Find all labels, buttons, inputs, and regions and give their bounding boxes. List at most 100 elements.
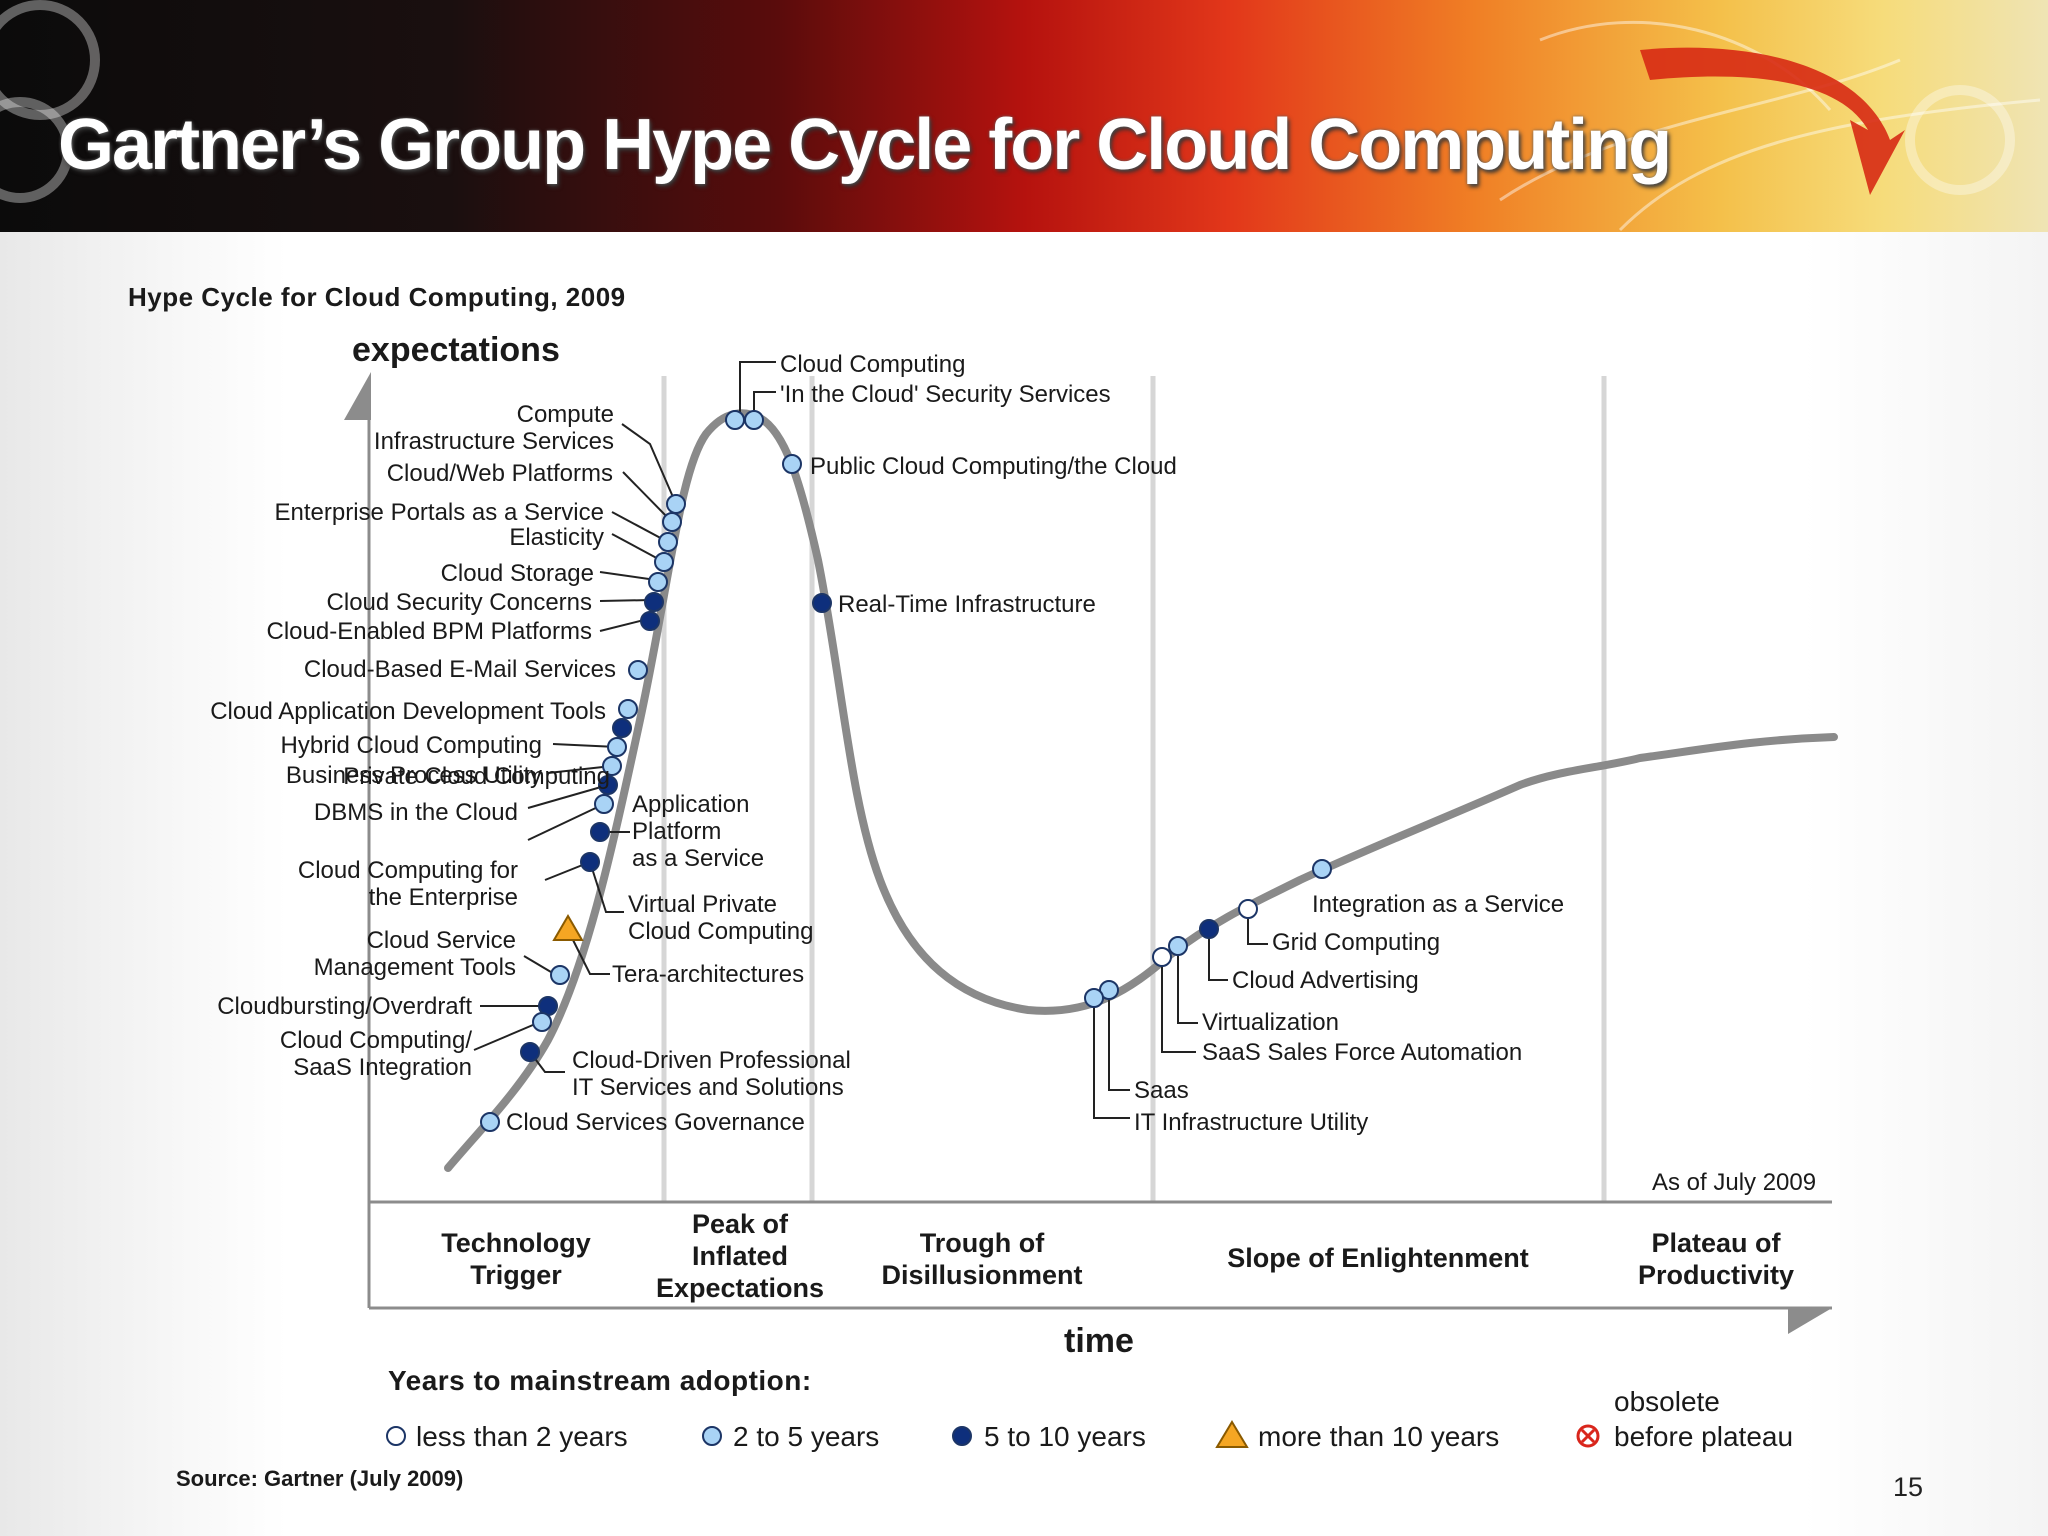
marker-grid-computing: [1238, 899, 1258, 919]
marker-cloud-computing-saas-integration: [532, 1012, 552, 1032]
phase-label-trough: Trough of Disillusionment: [881, 1228, 1082, 1290]
label-cloud-services-governance: Cloud Services Governance: [506, 1109, 805, 1136]
marker-cloud-web-platforms: [662, 512, 682, 532]
leader-saas-integration: [473, 1021, 541, 1051]
marker-virtualization: [1168, 936, 1188, 956]
marker-cloud-service-management-tools: [552, 914, 584, 941]
leader-saas: [1108, 990, 1130, 1091]
marker-cloud-driven-professional-it-services-and-solutions: [520, 1042, 540, 1062]
marker-cloud-advertising: [1199, 919, 1219, 939]
y-axis-label: expectations: [352, 331, 560, 369]
phase-label-slope: Slope of Enlightenment: [1227, 1243, 1529, 1273]
leader-enterprise-portals: [611, 511, 669, 543]
label-saas-sales-force-automation: SaaS Sales Force Automation: [1202, 1039, 1522, 1066]
marker-cloud-computing: [725, 410, 745, 430]
marker-dbms-in-the-cloud: [598, 775, 618, 795]
label-in-the-cloud-security-services: 'In the Cloud' Security Services: [780, 381, 1111, 408]
legend-more-than-10-years-label: more than 10 years: [1258, 1421, 1499, 1452]
legend: less than 2 years 2 to 5 years 5 to 10 yea…: [386, 1386, 1793, 1452]
marker-cloud-based-e-mail-services: [628, 660, 648, 680]
leader-cloud-security-concerns: [599, 599, 652, 602]
label-virtualization: Virtualization: [1202, 1009, 1339, 1036]
y-axis-arrow-icon: [344, 372, 371, 420]
label-cloud-computing-for-the-enterprise: Cloud Computing for the Enterprise: [298, 857, 518, 911]
label-cloud-based-e-mail-services: Cloud-Based E-Mail Services: [304, 656, 616, 683]
technology-labels: Cloud Computing 'In the Cloud' Security S…: [210, 351, 1564, 1136]
label-tera-architectures: Tera-architectures: [612, 961, 804, 988]
banner-decoration-icon: [0, 0, 2041, 232]
marker-virtual-private-cloud-computing: [590, 822, 610, 842]
slide-title: Gartner’s Group Hype Cycle for Cloud Com…: [58, 105, 1672, 185]
leader-cloud-computing: [739, 361, 776, 420]
label-private-cloud-computing: Private Cloud Computing: [343, 763, 610, 790]
legend-less-than-2-years-icon: [386, 1426, 406, 1446]
label-cloud-storage: Cloud Storage: [441, 560, 594, 587]
label-elasticity: Elasticity: [509, 524, 604, 551]
label-hybrid-cloud-computing: Hybrid Cloud Computing: [281, 732, 542, 759]
label-public-cloud-computing-the-cloud: Public Cloud Computing/the Cloud: [810, 453, 1177, 480]
phase-label-plateau: Plateau of Productivity: [1638, 1228, 1794, 1290]
marker-saas-sales-force-automation: [1152, 947, 1172, 967]
legend-5-to-10-years-icon: [952, 1426, 972, 1446]
marker-elasticity: [654, 552, 674, 572]
label-cloud-advertising: Cloud Advertising: [1232, 967, 1419, 994]
marker-cloud-security-concerns: [644, 592, 664, 612]
marker-cloud-enabled-bpm-platforms: [640, 611, 660, 631]
hype-curve: [444, 409, 1838, 1172]
phase-label-peak: Peak of Inflated Expectations: [656, 1209, 824, 1303]
leader-virtual-private-cloud: [589, 861, 624, 913]
leader-private-cloud: [527, 784, 609, 809]
leader-compute-infrastructure: [621, 423, 677, 505]
marker-business-process-utility: [607, 737, 627, 757]
source-note: Source: Gartner (July 2009): [176, 1466, 463, 1491]
marker-hybrid-cloud-computing: [612, 718, 632, 738]
legend-title: Years to mainstream adoption:: [388, 1365, 812, 1396]
leader-grid-computing: [1208, 929, 1228, 981]
label-cloud-application-development-tools: Cloud Application Development Tools: [210, 698, 606, 725]
marker-in-the-cloud-security-services: [744, 410, 764, 430]
legend-less-than-2-years-label: less than 2 years: [416, 1421, 628, 1452]
legend-2-to-5-years-icon: [702, 1426, 722, 1446]
phase-labels: Technology Trigger Peak of Inflated Expectat…: [441, 1209, 1794, 1303]
x-axis-arrow-icon: [1788, 1308, 1832, 1334]
label-integration-as-a-service: Integration as a Service: [1312, 891, 1564, 918]
leader-hybrid-cloud: [552, 743, 618, 748]
marker-cloud-services-governance: [480, 1112, 500, 1132]
leader-virtualization: [1161, 957, 1196, 1053]
leader-cloud-storage: [599, 571, 657, 581]
leader-tera-architectures: [567, 929, 610, 975]
label-cloud-computing: Cloud Computing: [780, 351, 965, 378]
chart-title: Hype Cycle for Cloud Computing, 2009: [128, 282, 626, 312]
x-axis-label: time: [1064, 1322, 1134, 1360]
leader-business-process-utility: [547, 765, 613, 774]
leader-cloud-web-platforms: [622, 471, 673, 523]
label-cloud-security-concerns: Cloud Security Concerns: [327, 589, 592, 616]
leader-cloud-advertising: [1177, 946, 1198, 1024]
legend-5-to-10-years-label: 5 to 10 years: [984, 1421, 1146, 1452]
marker-cloud-computing-for-the-enterprise: [580, 852, 600, 872]
label-cloud-computing-saas-integration: Cloud Computing/SaaS Integration: [280, 1027, 472, 1081]
marker-cloud-storage: [648, 572, 668, 592]
leader-dbms-in-cloud: [527, 804, 603, 841]
leader-integration-as-service: [1247, 909, 1268, 945]
label-cloud-web-platforms: Cloud/Web Platforms: [387, 460, 613, 487]
label-virtual-private-cloud-computing: Virtual Private Cloud Computing: [628, 891, 813, 945]
label-cloudbursting-overdraft: Cloudbursting/Overdraft: [217, 993, 472, 1020]
marker-public-cloud-computing-the-cloud: [782, 454, 802, 474]
phase-label-trigger: Technology Trigger: [441, 1228, 591, 1290]
label-dbms-in-the-cloud: DBMS in the Cloud: [314, 799, 518, 826]
label-it-infrastructure-utility: IT Infrastructure Utility: [1134, 1109, 1368, 1136]
marker-tera-architectures: [550, 965, 570, 985]
technology-markers: [480, 410, 1332, 1132]
marker-real-time-infrastructure: [812, 593, 832, 613]
label-enterprise-portals-as-a-service: Enterprise Portals as a Service: [275, 499, 604, 526]
legend-obsolete-before-plateau-icon: [1576, 1424, 1600, 1448]
label-cloud-driven-professional-it-services-and-solutions: Cloud-Driven Professional IT Services and…: [572, 1047, 851, 1101]
marker-compute-infrastructure-services: [666, 494, 686, 514]
legend-more-than-10-years-icon: [1215, 1420, 1249, 1448]
label-grid-computing: Grid Computing: [1272, 929, 1440, 956]
label-saas: Saas: [1134, 1077, 1189, 1104]
label-cloud-service-management-tools: Cloud Service Management Tools: [314, 927, 516, 981]
leader-it-infrastructure-utility: [1093, 998, 1130, 1119]
marker-application-platform-as-a-service: [594, 794, 614, 814]
